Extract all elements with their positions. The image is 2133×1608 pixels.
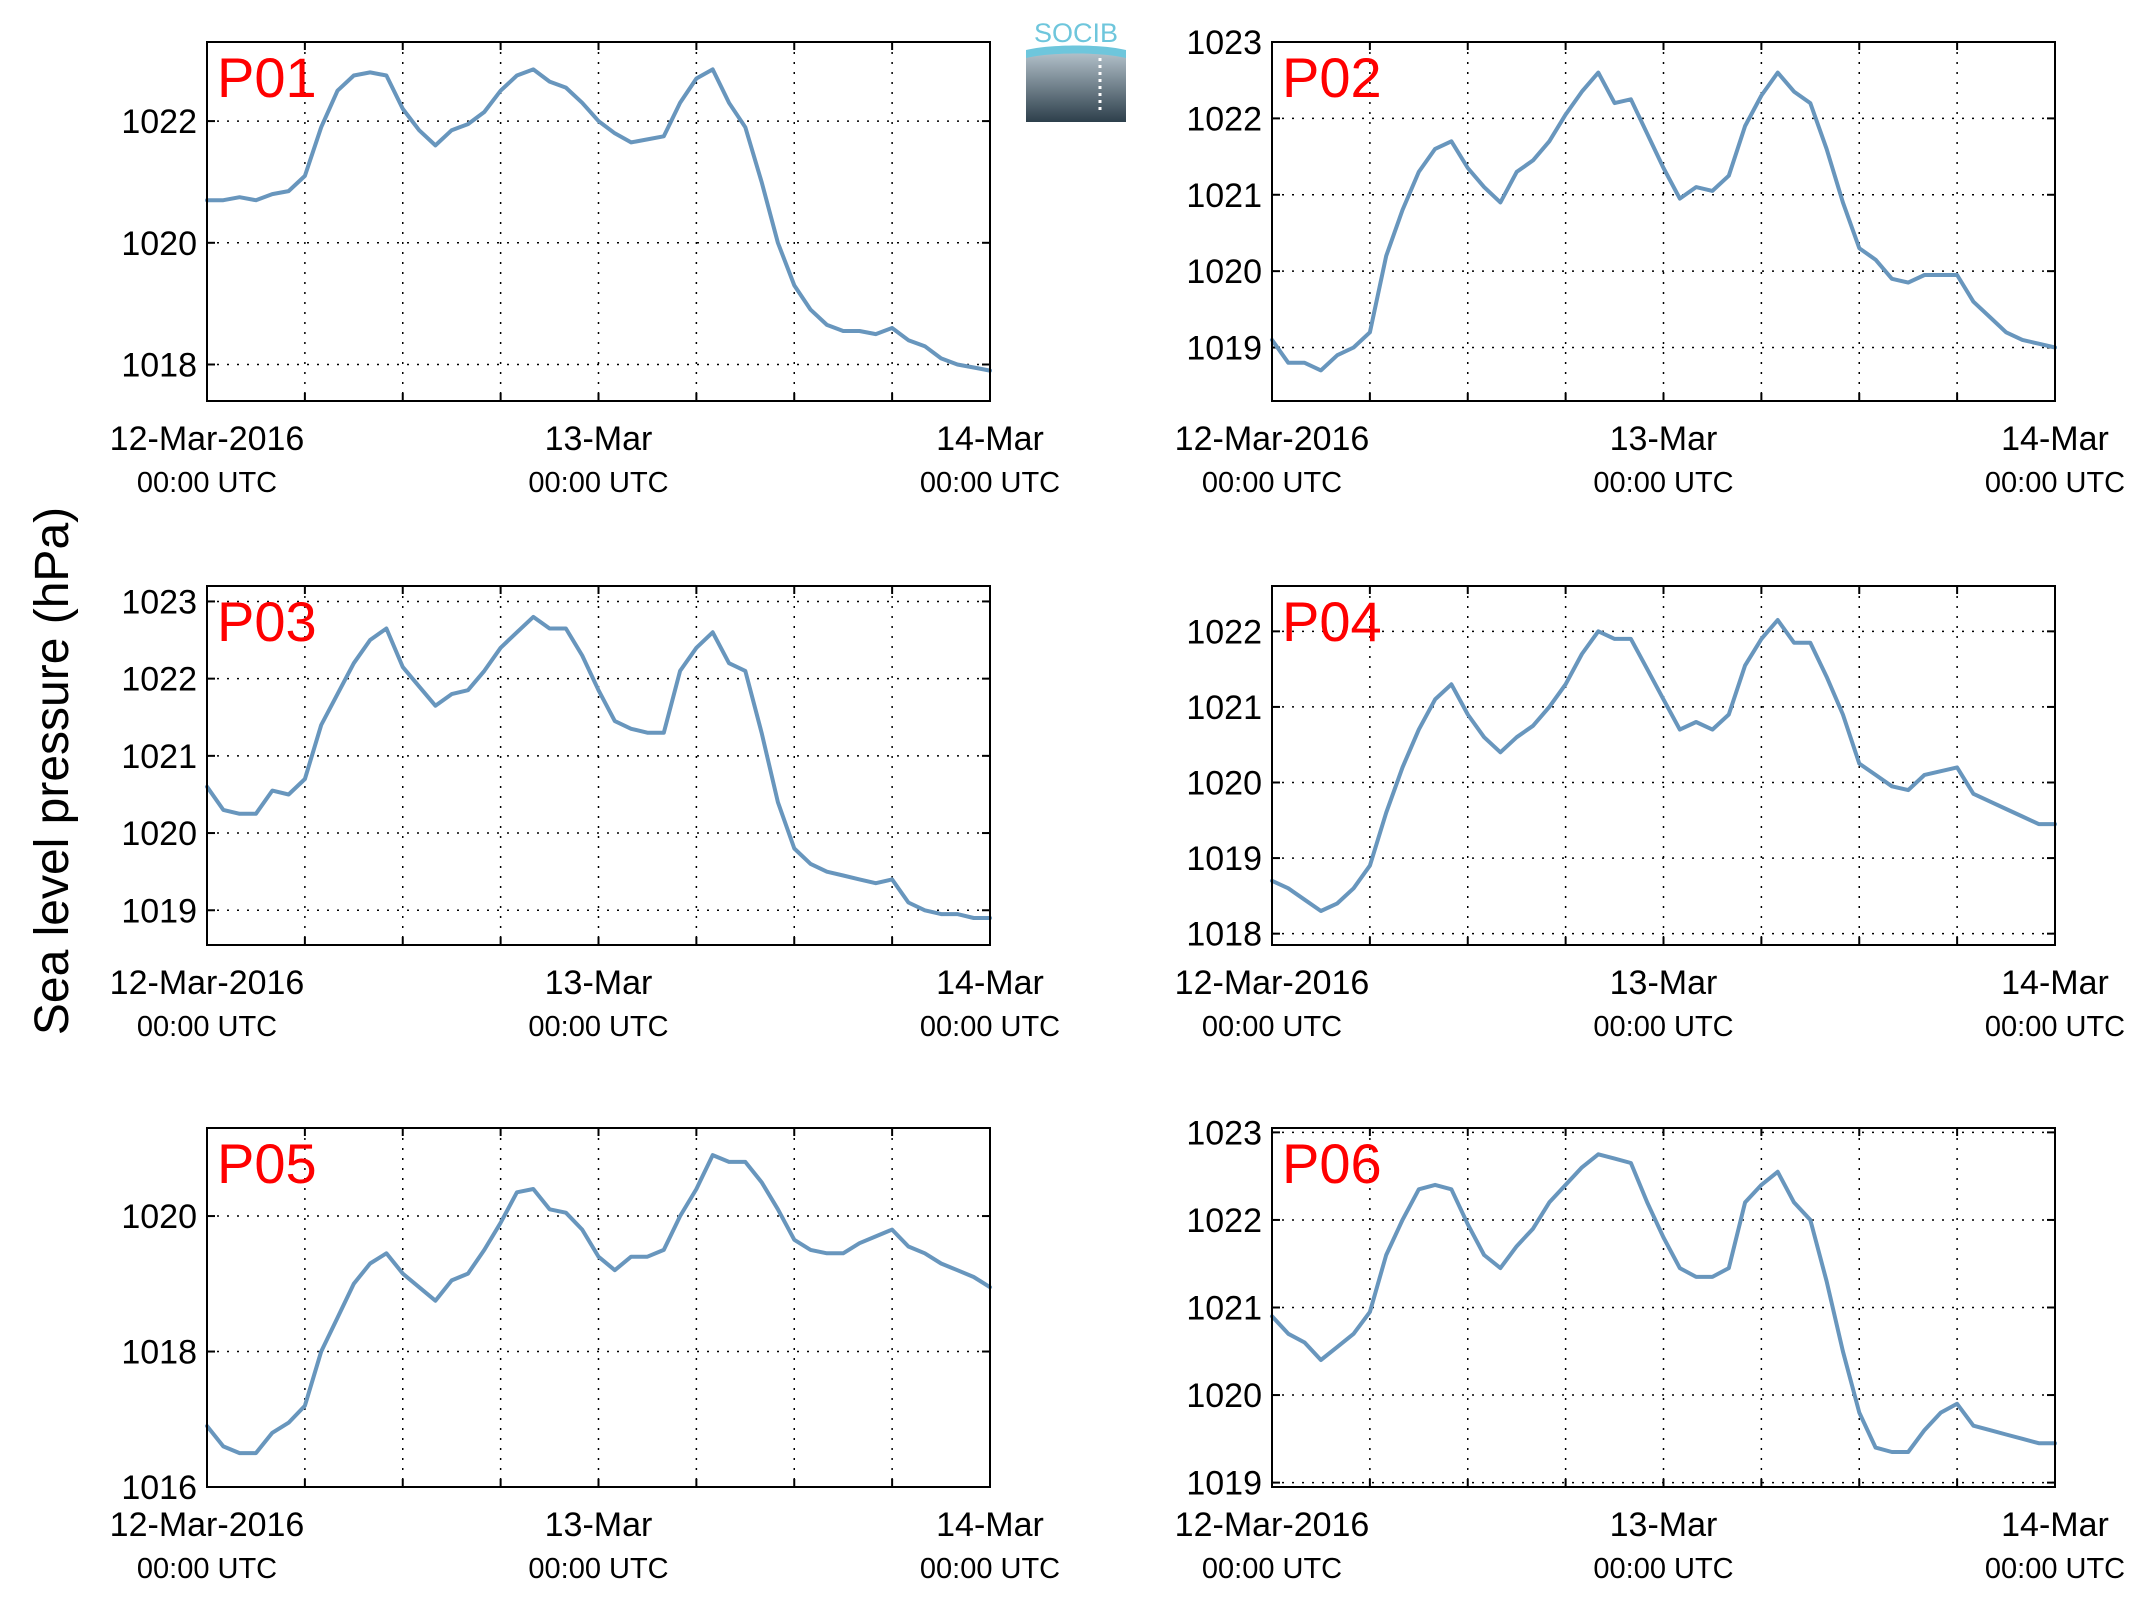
x-tick-label-date: 13-Mar — [545, 964, 653, 1002]
series-line — [205, 1153, 992, 1456]
y-tick-label: 1018 — [1186, 916, 1262, 954]
station-label: P01 — [217, 46, 317, 109]
y-tick-label: 1020 — [1186, 765, 1262, 803]
x-tick-label-time: 00:00 UTC — [1202, 467, 1342, 499]
x-tick-label-time: 00:00 UTC — [1593, 467, 1733, 499]
x-tick-label-time: 00:00 UTC — [1985, 1553, 2125, 1585]
x-tick-label-date: 13-Mar — [1610, 1506, 1718, 1544]
x-tick-label-time: 00:00 UTC — [920, 1011, 1060, 1043]
x-tick-label-time: 00:00 UTC — [137, 1011, 277, 1043]
series-line — [205, 614, 992, 920]
x-tick-label-time: 00:00 UTC — [1202, 1011, 1342, 1043]
x-tick-label-date: 13-Mar — [545, 420, 653, 458]
x-tick-label-date: 12-Mar-2016 — [1175, 420, 1370, 458]
y-tick-label: 1020 — [121, 225, 197, 263]
series-line — [1270, 70, 2057, 373]
chart-panel-1: 1018 1020 1022 12-Mar-2016 00:00 UTC 13-Mar 00… — [110, 41, 1060, 499]
plot-frame — [206, 585, 991, 946]
x-tick-label-date: 12-Mar-2016 — [110, 420, 305, 458]
plot-area — [1272, 586, 2055, 945]
x-tick-label-date: 14-Mar — [936, 964, 1044, 1002]
y-tick-label: 1022 — [121, 661, 197, 699]
x-tick-label-time: 00:00 UTC — [1985, 467, 2125, 499]
chart-panel-3: 1019 1020 1021 1022 1023 12-Mar-2016 00:00 UTC… — [110, 583, 1060, 1043]
y-tick-label: 1019 — [1186, 840, 1262, 878]
chart-panel-5: 1016 1018 1020 12-Mar-2016 00:00 UTC 13-Mar 00… — [110, 1127, 1060, 1585]
x-tick-label-date: 13-Mar — [545, 1506, 653, 1544]
plot-area — [1272, 42, 2055, 401]
x-tick-label-time: 00:00 UTC — [1593, 1011, 1733, 1043]
y-tick-label: 1018 — [121, 1334, 197, 1372]
y-tick-label: 1023 — [1186, 24, 1262, 62]
station-label: P03 — [217, 590, 317, 653]
series-line — [205, 67, 992, 373]
x-tick-label-date: 14-Mar — [936, 420, 1044, 458]
x-tick-label-time: 00:00 UTC — [920, 1553, 1060, 1585]
plot-frame — [1271, 41, 2056, 402]
x-tick-label-date: 14-Mar — [2001, 964, 2109, 1002]
x-tick-label-time: 00:00 UTC — [137, 467, 277, 499]
y-tick-label: 1021 — [1186, 1290, 1262, 1328]
x-tick-label-time: 00:00 UTC — [1985, 1011, 2125, 1043]
x-tick-label-time: 00:00 UTC — [1593, 1553, 1733, 1585]
chart-panel-2: 1019 1020 1021 1022 1023 12-Mar-2016 00:00 UTC… — [1175, 24, 2125, 499]
station-label: P04 — [1282, 590, 1382, 653]
x-tick-label-date: 14-Mar — [936, 1506, 1044, 1544]
station-label: P05 — [217, 1132, 317, 1195]
x-tick-label-time: 00:00 UTC — [528, 1011, 668, 1043]
chart-panel-4: 1018 1019 1020 1021 1022 12-Mar-2016 00:00 UTC… — [1175, 585, 2125, 1043]
y-tick-label: 1020 — [1186, 253, 1262, 291]
series-line — [1270, 618, 2057, 913]
y-tick-label: 1019 — [121, 892, 197, 930]
x-tick-label-date: 12-Mar-2016 — [1175, 964, 1370, 1002]
socib-logo: SOCIB — [1026, 14, 1126, 122]
x-tick-label-date: 12-Mar-2016 — [110, 964, 305, 1002]
y-tick-label: 1023 — [1186, 1114, 1262, 1152]
y-axis-title: Sea level pressure (hPa) — [26, 507, 79, 1035]
chart-panels: 1018 1020 1022 12-Mar-2016 00:00 UTC 13-Mar 00… — [110, 24, 2125, 1585]
series-line — [1270, 1152, 2057, 1454]
y-tick-label: 1022 — [121, 103, 197, 141]
x-tick-label-time: 00:00 UTC — [137, 1553, 277, 1585]
y-tick-label: 1023 — [121, 583, 197, 621]
y-tick-label: 1022 — [1186, 613, 1262, 651]
x-tick-label-date: 12-Mar-2016 — [1175, 1506, 1370, 1544]
x-tick-label-date: 14-Mar — [2001, 1506, 2109, 1544]
x-tick-label-time: 00:00 UTC — [1202, 1553, 1342, 1585]
station-label: P06 — [1282, 1132, 1382, 1195]
plot-area — [207, 586, 990, 945]
y-tick-label: 1021 — [1186, 177, 1262, 215]
x-tick-label-date: 13-Mar — [1610, 420, 1718, 458]
y-tick-label: 1021 — [121, 738, 197, 776]
y-tick-label: 1020 — [121, 815, 197, 853]
logo-text: SOCIB — [1034, 18, 1118, 48]
plot-area — [207, 1128, 990, 1487]
x-tick-label-time: 00:00 UTC — [920, 467, 1060, 499]
x-tick-label-date: 13-Mar — [1610, 964, 1718, 1002]
y-tick-label: 1022 — [1186, 1202, 1262, 1240]
station-label: P02 — [1282, 46, 1382, 109]
plot-frame — [1271, 1127, 2056, 1488]
plot-frame — [206, 41, 991, 402]
y-tick-label: 1020 — [1186, 1377, 1262, 1415]
chart-panel-6: 1019 1020 1021 1022 1023 12-Mar-2016 00:00 UTC… — [1175, 1114, 2125, 1585]
y-tick-label: 1021 — [1186, 689, 1262, 727]
x-tick-label-date: 14-Mar — [2001, 420, 2109, 458]
y-tick-label: 1022 — [1186, 100, 1262, 138]
y-tick-label: 1020 — [121, 1198, 197, 1236]
y-tick-label: 1016 — [121, 1469, 197, 1507]
y-tick-label: 1019 — [1186, 330, 1262, 368]
y-tick-label: 1018 — [121, 346, 197, 384]
plot-frame — [206, 1127, 991, 1488]
x-tick-label-date: 12-Mar-2016 — [110, 1506, 305, 1544]
plot-area — [207, 42, 990, 401]
plot-frame — [1271, 585, 2056, 946]
x-tick-label-time: 00:00 UTC — [528, 467, 668, 499]
x-tick-label-time: 00:00 UTC — [528, 1553, 668, 1585]
y-tick-label: 1019 — [1186, 1465, 1262, 1503]
